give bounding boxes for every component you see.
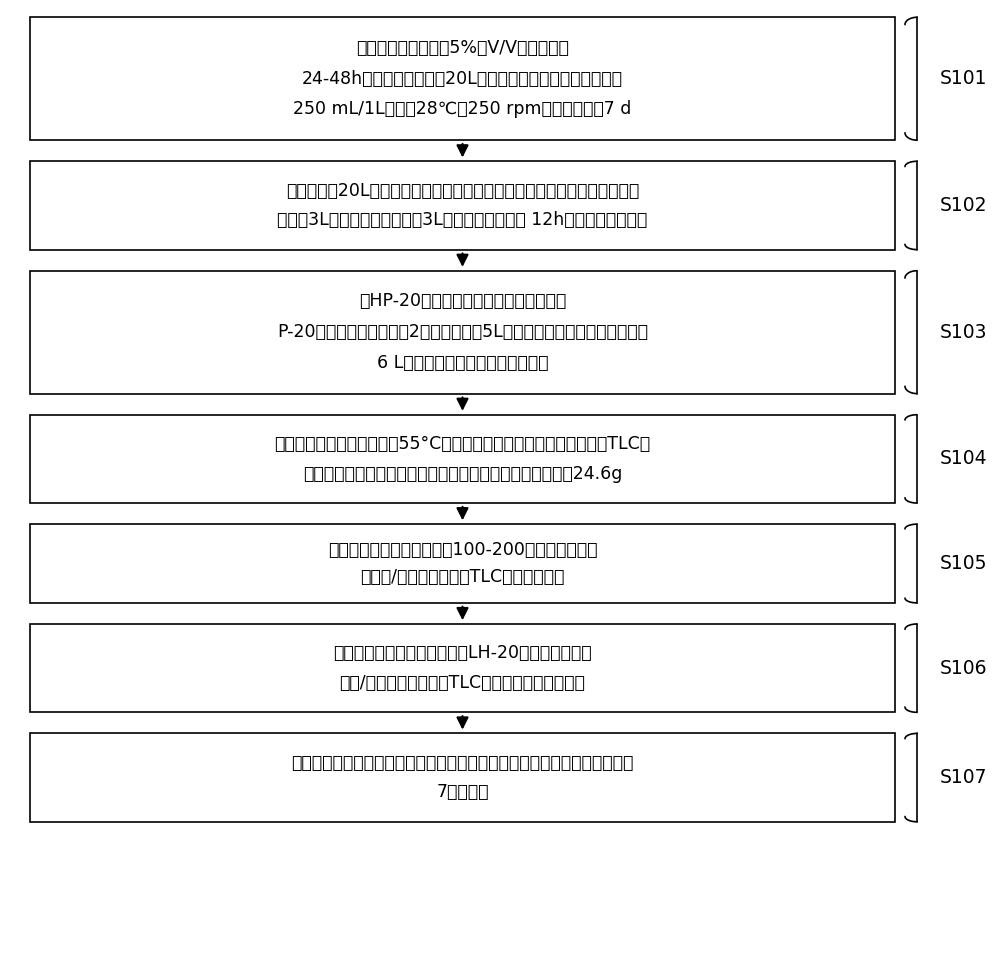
Text: 菌体用3L去离子水冲洗；再用3L乙醇室温搅拌浸泡 12h后离心，取上清液: 菌体用3L去离子水冲洗；再用3L乙醇室温搅拌浸泡 12h后离心，取上清液 — [277, 211, 648, 229]
Text: S105: S105 — [940, 554, 988, 573]
Bar — [30, 415, 895, 503]
Text: S102: S102 — [940, 196, 988, 215]
Text: S104: S104 — [940, 449, 988, 468]
Text: 以氯仿/甲醇梯度洗脱，TLC薄层层析检测: 以氯仿/甲醇梯度洗脱，TLC薄层层析检测 — [360, 567, 565, 586]
Text: 样品通过制备高效液相、半制备高效液相反向色谱进行化合物分离纯化，得: 样品通过制备高效液相、半制备高效液相反向色谱进行化合物分离纯化，得 — [291, 754, 634, 772]
Text: 浸提液和乙醇洗脱液分别在55°C下浓缩至干；取浓缩样品少量溶解，TLC薄: 浸提液和乙醇洗脱液分别在55°C下浓缩至干；取浓缩样品少量溶解，TLC薄 — [274, 435, 651, 453]
Text: 24-48h种子培养基接种到20L摇瓶发酵的发酵培养基；装量为: 24-48h种子培养基接种到20L摇瓶发酵的发酵培养基；装量为 — [302, 70, 623, 87]
Bar — [30, 17, 895, 140]
Text: S101: S101 — [940, 69, 988, 88]
Bar — [30, 624, 895, 712]
Text: 7个化合物: 7个化合物 — [436, 783, 489, 802]
Text: 将相似流份合并浓缩后，进行LH-20凝胶柱层析，以: 将相似流份合并浓缩后，进行LH-20凝胶柱层析，以 — [333, 644, 592, 662]
Text: 将步骤四所得发酵粗提物经100-200目硅胶柱层析，: 将步骤四所得发酵粗提物经100-200目硅胶柱层析， — [328, 541, 597, 560]
Bar — [30, 271, 895, 394]
Text: 将HP-20树脂装入树脂柱，上清液加入到: 将HP-20树脂装入树脂柱，上清液加入到 — [359, 293, 566, 310]
Text: 6 L乙醇洗脱树脂，得到乙醇洗脱液: 6 L乙醇洗脱树脂，得到乙醇洗脱液 — [377, 354, 548, 372]
Bar — [30, 524, 895, 603]
Bar — [30, 733, 895, 822]
Text: S103: S103 — [940, 323, 988, 342]
Text: 250 mL/1L摇瓶，28℃，250 rpm摇瓶发酵培养7 d: 250 mL/1L摇瓶，28℃，250 rpm摇瓶发酵培养7 d — [293, 101, 632, 118]
Text: 层层析；将两份浓缩样混合在一起，得到总发酵粗提取膏体24.6g: 层层析；将两份浓缩样混合在一起，得到总发酵粗提取膏体24.6g — [303, 465, 622, 483]
Text: S106: S106 — [940, 659, 988, 678]
Text: 发酵培养：按接种量5%（V/V），将培养: 发酵培养：按接种量5%（V/V），将培养 — [356, 39, 569, 57]
Text: S107: S107 — [940, 768, 988, 787]
Bar — [30, 161, 895, 250]
Text: 甲醇/氯仿进行洗脱，经TLC薄层层析检测，再浓缩: 甲醇/氯仿进行洗脱，经TLC薄层层析检测，再浓缩 — [340, 674, 585, 692]
Text: P-20树脂柱进行动态吸附2次；吸附后用5L去离子水去除树脂上多余糖分，: P-20树脂柱进行动态吸附2次；吸附后用5L去离子水去除树脂上多余糖分， — [277, 324, 648, 341]
Text: 将发酵后的20L发酵液通过真空抽滤，使得菌丝体和上清液分离，分开后的: 将发酵后的20L发酵液通过真空抽滤，使得菌丝体和上清液分离，分开后的 — [286, 181, 639, 200]
